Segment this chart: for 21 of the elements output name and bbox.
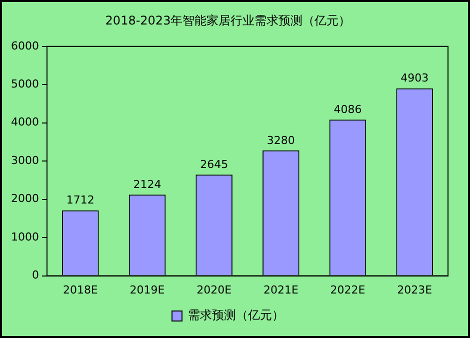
- chart-title: 2018-2023年智能家居行业需求预测（亿元）: [105, 13, 351, 28]
- data-label: 4903: [400, 72, 429, 85]
- data-label: 2645: [200, 158, 228, 172]
- x-tick-label: 2020E: [196, 283, 232, 296]
- y-tick-label: 5000: [10, 77, 39, 90]
- data-label: 2124: [133, 178, 162, 191]
- y-tick-label: 6000: [10, 39, 39, 52]
- data-label: 1712: [66, 194, 94, 207]
- x-tick-label: 2022E: [330, 283, 366, 296]
- data-label: 3280: [266, 134, 295, 147]
- y-tick-label: 4000: [10, 116, 39, 129]
- y-tick-label: 1000: [10, 230, 39, 244]
- y-tick-label: 3000: [10, 154, 39, 167]
- legend-label: 需求预测（亿元）: [188, 308, 284, 322]
- x-tick-label: 2019E: [130, 283, 165, 296]
- y-tick-label: 0: [32, 268, 39, 282]
- x-tick-label: 2023E: [397, 283, 432, 296]
- x-tick-label: 2021E: [263, 283, 298, 296]
- x-tick-label: 2018E: [62, 283, 98, 296]
- y-tick-label: 2000: [10, 192, 39, 206]
- data-label: 4086: [334, 102, 362, 116]
